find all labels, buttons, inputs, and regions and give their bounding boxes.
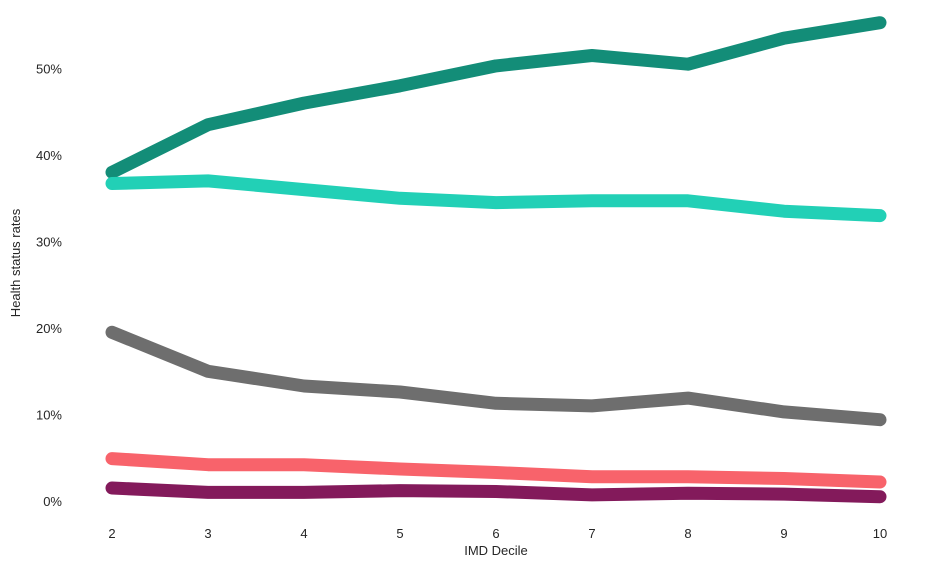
x-tick-label: 6 [492,526,499,541]
x-tick-label: 10 [873,526,887,541]
y-axis-ticks: 0% 10% 20% 30% 40% 50% [36,62,62,510]
y-tick-label: 10% [36,408,62,423]
x-tick-label: 3 [204,526,211,541]
plot-area [105,16,887,504]
x-axis-label: IMD Decile [464,543,528,558]
x-axis-ticks: 2 3 4 5 6 7 8 9 10 [108,526,887,541]
x-tick-label: 7 [588,526,595,541]
series-line-1 [105,16,887,179]
x-tick-label: 5 [396,526,403,541]
x-tick-label: 2 [108,526,115,541]
y-tick-label: 30% [36,235,62,250]
y-tick-label: 0% [43,494,62,509]
x-tick-label: 4 [300,526,307,541]
x-tick-label: 9 [780,526,787,541]
x-tick-label: 8 [684,526,691,541]
series-line-5 [105,481,887,504]
y-axis-label: Health status rates [8,208,23,317]
y-tick-label: 50% [36,62,62,77]
y-tick-label: 40% [36,148,62,163]
y-tick-label: 20% [36,321,62,336]
series-line-3 [105,325,887,427]
series-line-2 [105,174,887,223]
series-line-4 [105,452,887,489]
